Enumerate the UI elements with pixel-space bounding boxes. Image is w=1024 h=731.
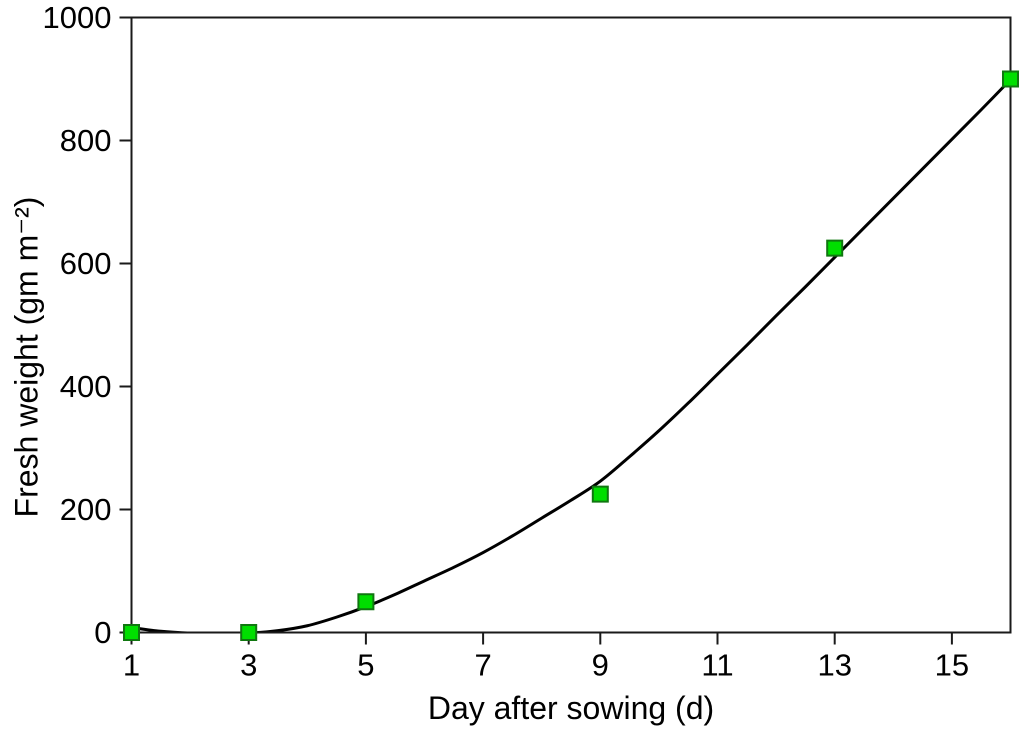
y-tick-label: 400 (60, 369, 112, 404)
y-tick-label: 800 (60, 123, 112, 158)
y-tick-label: 0 (94, 615, 111, 650)
x-tick-label: 1 (123, 648, 140, 683)
data-point-marker (1002, 70, 1019, 88)
x-axis-label: Day after sowing (d) (427, 690, 715, 726)
x-tick-label: 15 (935, 648, 969, 683)
data-point-marker (357, 593, 375, 611)
x-tick-label: 5 (357, 648, 374, 683)
x-tick-label: 13 (817, 648, 851, 683)
data-point-marker (826, 239, 844, 257)
x-tick-label: 11 (701, 648, 733, 683)
x-tick-label: 3 (240, 648, 257, 683)
y-axis-label: Fresh weight (gm m⁻²) (8, 196, 45, 518)
data-point-marker (591, 485, 609, 503)
y-tick-label: 1000 (43, 0, 112, 35)
fit-curve-line (130, 78, 1012, 633)
y-tick-label: 200 (60, 492, 112, 527)
data-point-marker (123, 624, 140, 641)
data-point-marker (240, 624, 258, 641)
y-tick-label: 600 (60, 246, 112, 281)
plot-border (130, 16, 1012, 634)
x-tick-label: 7 (474, 648, 491, 683)
x-tick-label: 9 (592, 648, 609, 683)
